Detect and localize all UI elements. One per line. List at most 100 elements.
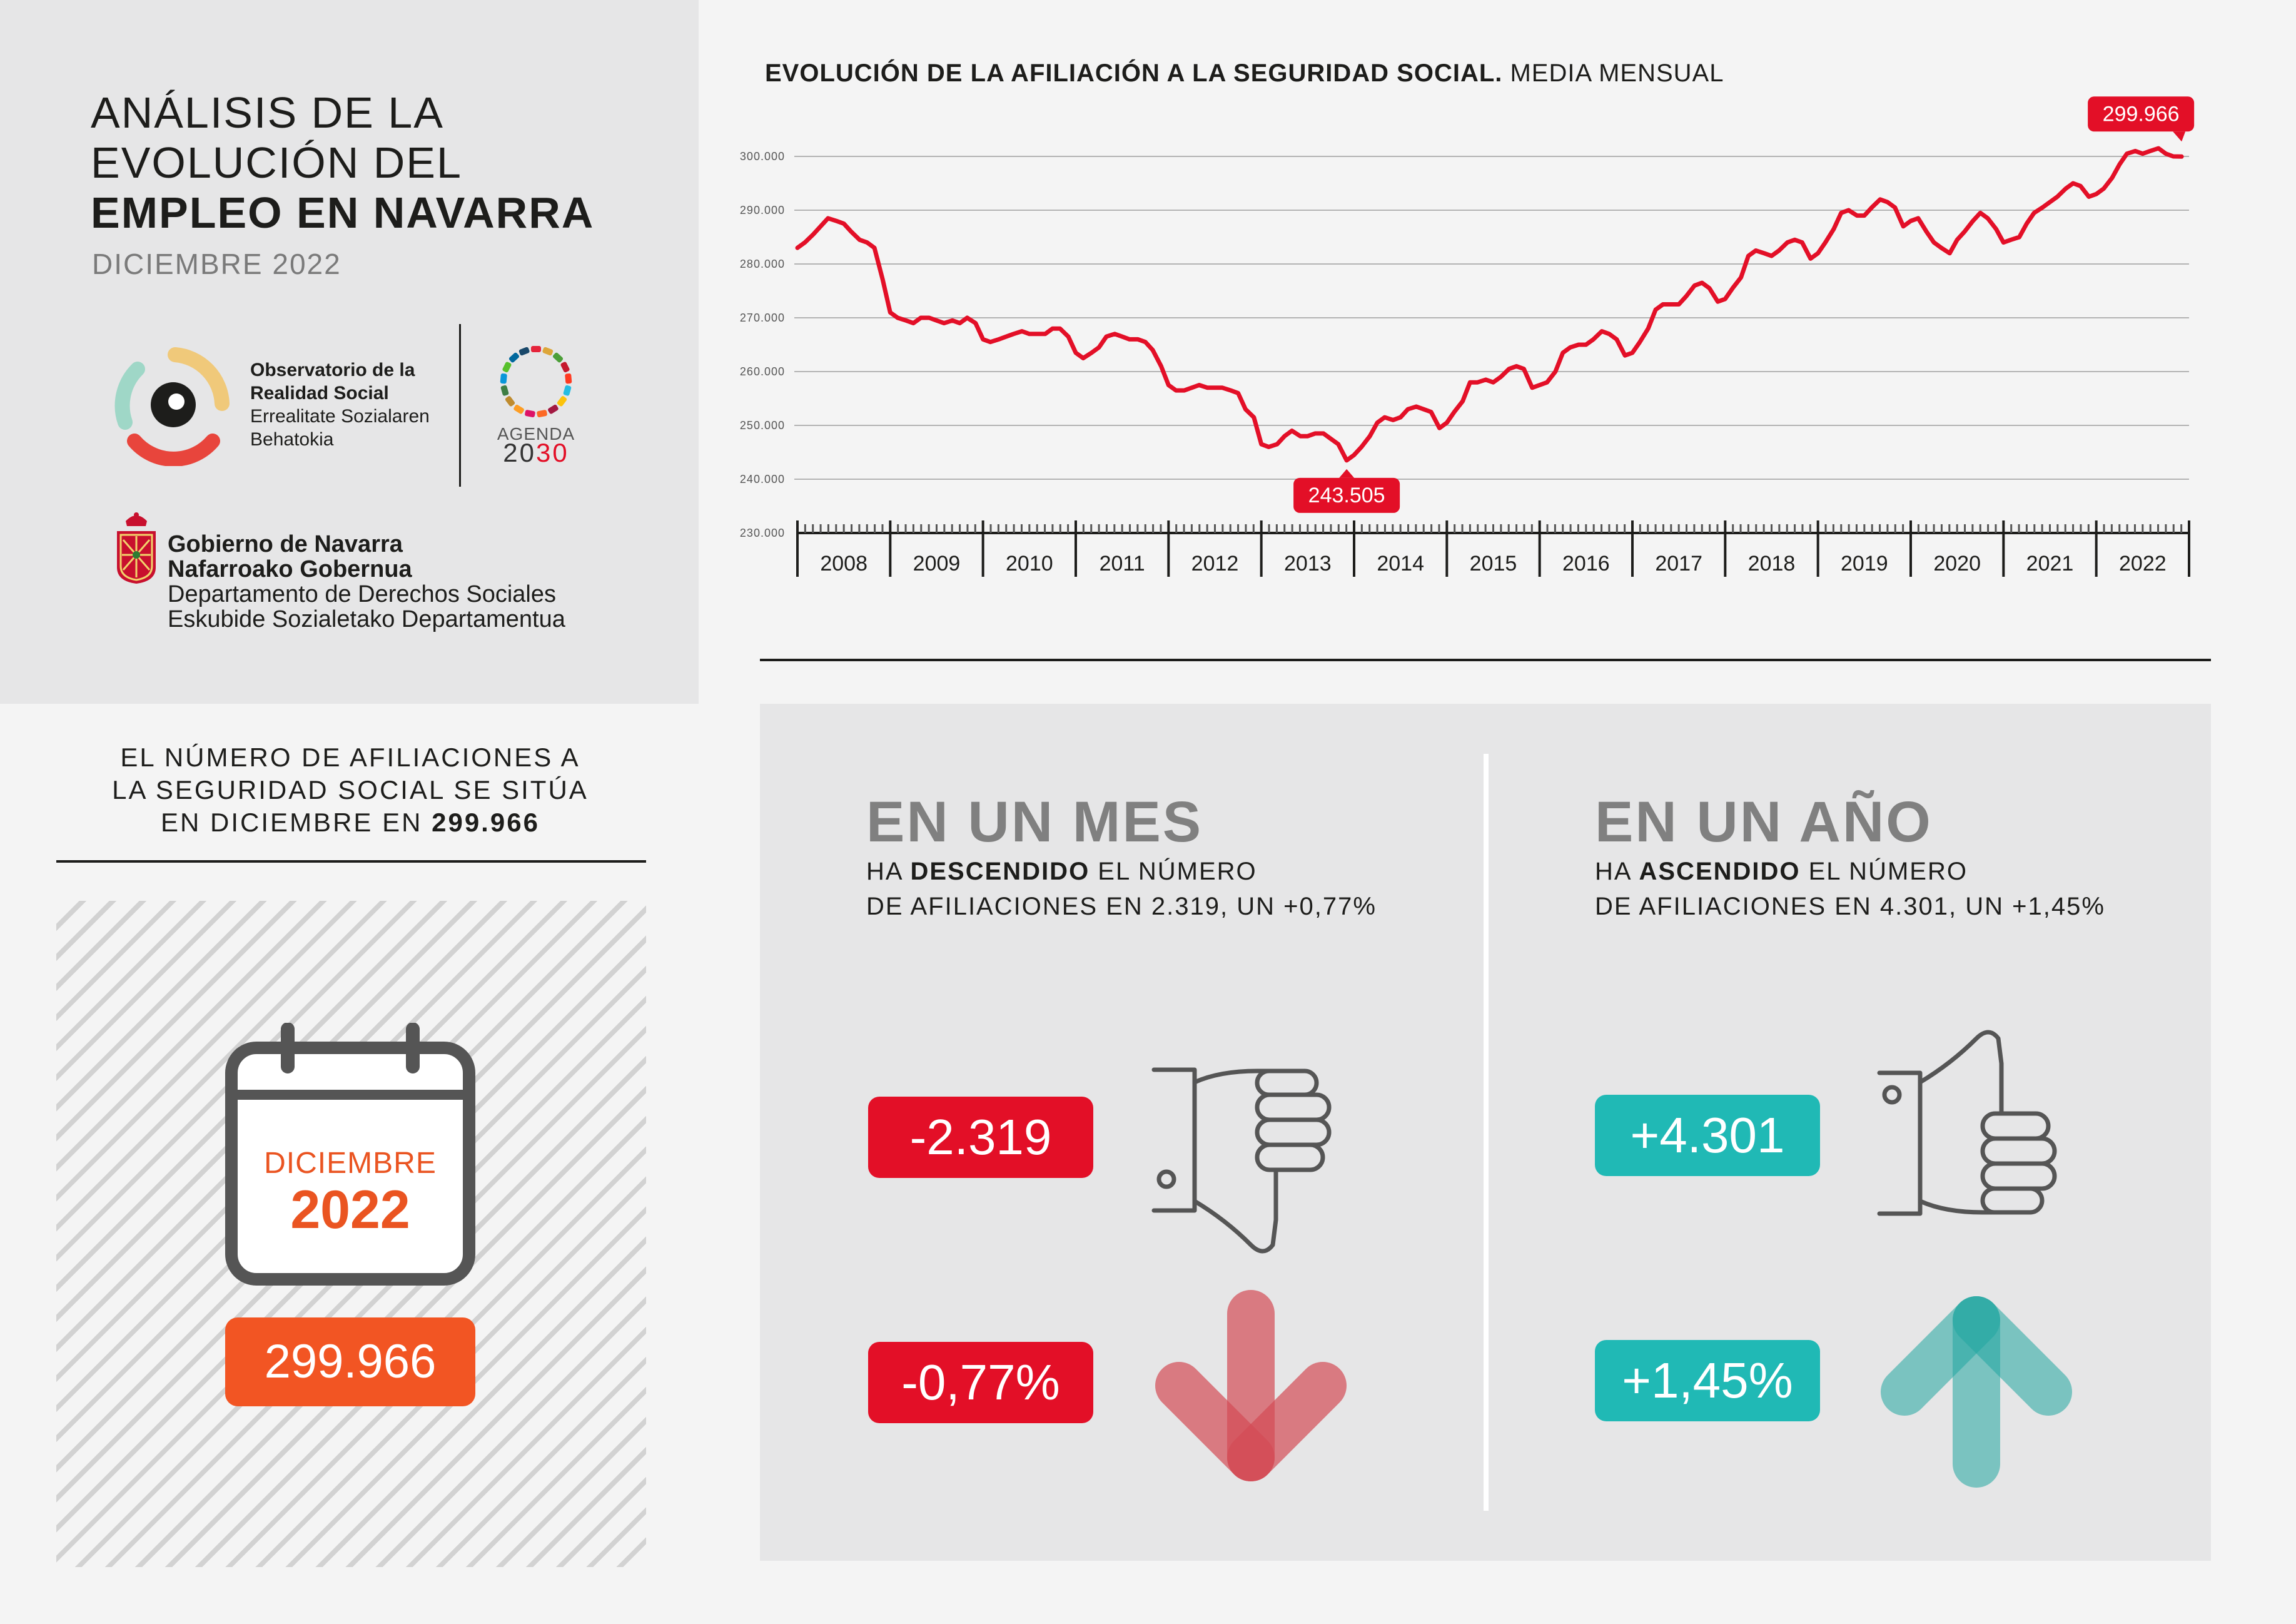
x-tick-label: 2020 (1933, 552, 1981, 576)
x-tick-label: 2009 (913, 552, 961, 576)
observatorio-logo-icon (114, 347, 230, 466)
year-pct-change-badge: +1,45% (1595, 1340, 1820, 1421)
sdg-segment (542, 347, 554, 356)
sdg-segment (565, 373, 572, 384)
summary-divider (56, 860, 646, 863)
y-tick-label: 250.000 (740, 419, 785, 432)
title-line-1: ANÁLISIS DE LA (91, 88, 444, 137)
comparison-divider (1484, 754, 1489, 1511)
sdg-wheel-icon (500, 346, 572, 417)
year-desc-line-1: HA ASCENDIDO EL NÚMERO (1595, 854, 2105, 889)
sdg-segment (500, 385, 509, 396)
y-tick-label: 280.000 (740, 258, 785, 270)
navarra-shield-icon (117, 512, 156, 584)
sdg-segment (531, 346, 541, 352)
annotation-pointer (1339, 469, 1355, 478)
year-desc-1a: HA (1595, 858, 1639, 885)
up-arrow-icon (1881, 1296, 2072, 1488)
calendar-icon (225, 1023, 475, 1286)
y-tick-label: 230.000 (740, 527, 785, 539)
y-tick-label: 260.000 (740, 365, 785, 378)
header-panel (0, 0, 699, 704)
x-tick-label: 2022 (2119, 552, 2167, 576)
sdg-segment (500, 373, 507, 384)
page-title: ANÁLISIS DE LA EVOLUCIÓN DEL EMPLEO EN N… (91, 88, 594, 238)
down-arrow-icon (1155, 1290, 1347, 1481)
month-heading: EN UN MES (866, 790, 1203, 854)
section-divider (760, 659, 2211, 661)
y-tick-label: 290.000 (740, 204, 785, 216)
annotation-label: 299.966 (2103, 102, 2180, 126)
chart-title-bold: EVOLUCIÓN DE LA AFILIACIÓN A LA SEGURIDA… (765, 59, 1503, 87)
month-desc-line-1: HA DESCENDIDO EL NÚMERO (866, 854, 1377, 889)
report-date: DICIEMBRE 2022 (92, 248, 341, 280)
summary-line-2: LA SEGURIDAD SOCIAL SE SITÚA (112, 775, 589, 804)
sdg-segment (552, 352, 564, 363)
obs-line-4: Behatokia (250, 429, 334, 450)
affiliation-line-chart: 230.000 240.000 250.000 260.000 270.000 280.0… (740, 96, 2195, 577)
month-description: HA DESCENDIDO EL NÚMERO DE AFILIACIONES … (866, 854, 1377, 924)
title-line-3: EMPLEO EN NAVARRA (91, 188, 595, 237)
thumbs-up-icon (1877, 1030, 2057, 1216)
agenda-year-b: 30 (536, 438, 569, 467)
x-tick-label: 2008 (820, 552, 867, 576)
month-desc-1c: EL NÚMERO (1090, 858, 1257, 885)
x-tick-label: 2014 (1377, 552, 1424, 576)
x-tick-label: 2013 (1284, 552, 1332, 576)
x-tick-label: 2011 (1100, 552, 1145, 576)
sdg-segment (557, 396, 567, 407)
y-tick-label: 270.000 (740, 312, 785, 324)
chart-title: EVOLUCIÓN DE LA AFILIACIÓN A LA SEGURIDA… (765, 59, 1724, 88)
sdg-segment (537, 410, 547, 417)
gob-line-3: Departamento de Derechos Sociales (168, 581, 557, 607)
x-tick-label: 2019 (1841, 552, 1888, 576)
total-affiliations-badge: 299.966 (225, 1317, 475, 1406)
gob-line-1: Gobierno de Navarra (168, 531, 403, 557)
year-desc-1b: ASCENDIDO (1639, 858, 1801, 885)
title-line-2: EVOLUCIÓN DEL (91, 138, 462, 187)
obs-line-1: Observatorio de la (250, 360, 415, 380)
year-desc-line-2: DE AFILIACIONES EN 4.301, UN +1,45% (1595, 893, 2105, 920)
y-tick-label: 240.000 (740, 473, 785, 485)
obs-line-3: Errealitate Sozialaren (250, 406, 430, 427)
thumbs-down-icon (1151, 1067, 1332, 1254)
obs-line-2: Realidad Social (250, 383, 389, 403)
year-heading: EN UN AÑO (1595, 790, 1933, 854)
summary-line-3: EN DICIEMBRE EN 299.966 (56, 806, 644, 839)
x-tick-label: 2015 (1470, 552, 1517, 576)
month-desc-1b: DESCENDIDO (910, 858, 1090, 885)
agenda-label: AGENDA (497, 424, 575, 444)
sdg-segment (502, 362, 512, 373)
sdg-segment (548, 404, 559, 414)
sdg-segment (560, 362, 570, 373)
x-tick-label: 2010 (1006, 552, 1053, 576)
observatorio-name: Observatorio de la Realidad Social Errea… (250, 358, 430, 451)
x-tick-label: 2017 (1655, 552, 1702, 576)
annotation-label-box (1293, 477, 1400, 513)
y-tick-label: 300.000 (740, 150, 785, 163)
gobierno-navarra: Gobierno de Navarra Nafarroako Gobernua … (168, 532, 565, 632)
year-abs-change-badge: +4.301 (1595, 1095, 1820, 1176)
month-abs-change-badge: -2.319 (868, 1097, 1093, 1178)
summary-line-1: EL NÚMERO DE AFILIACIONES A (120, 743, 580, 772)
logo-divider (459, 324, 461, 487)
sdg-segment (563, 385, 572, 396)
x-tick-label: 2018 (1748, 552, 1796, 576)
annotation-label-box (2088, 96, 2195, 132)
year-description: HA ASCENDIDO EL NÚMERO DE AFILIACIONES E… (1595, 854, 2105, 924)
sdg-segment (513, 404, 524, 414)
calendar-month: DICIEMBRE (264, 1147, 437, 1180)
agenda-year: 2030 (492, 438, 580, 468)
sdg-segment (518, 347, 530, 356)
year-desc-1c: EL NÚMERO (1800, 858, 1968, 885)
chart-title-normal: MEDIA MENSUAL (1502, 59, 1724, 87)
month-desc-line-2: DE AFILIACIONES EN 2.319, UN +0,77% (866, 893, 1377, 920)
summary-value: 299.966 (432, 808, 540, 837)
month-pct-change-badge: -0,77% (868, 1342, 1093, 1423)
x-tick-label: 2021 (2026, 552, 2074, 576)
sdg-segment (508, 352, 520, 363)
summary-line-3a: EN DICIEMBRE EN (161, 808, 432, 837)
month-desc-1a: HA (866, 858, 911, 885)
annotation-label: 243.505 (1308, 484, 1385, 507)
gob-line-2: Nafarroako Gobernua (168, 556, 412, 582)
